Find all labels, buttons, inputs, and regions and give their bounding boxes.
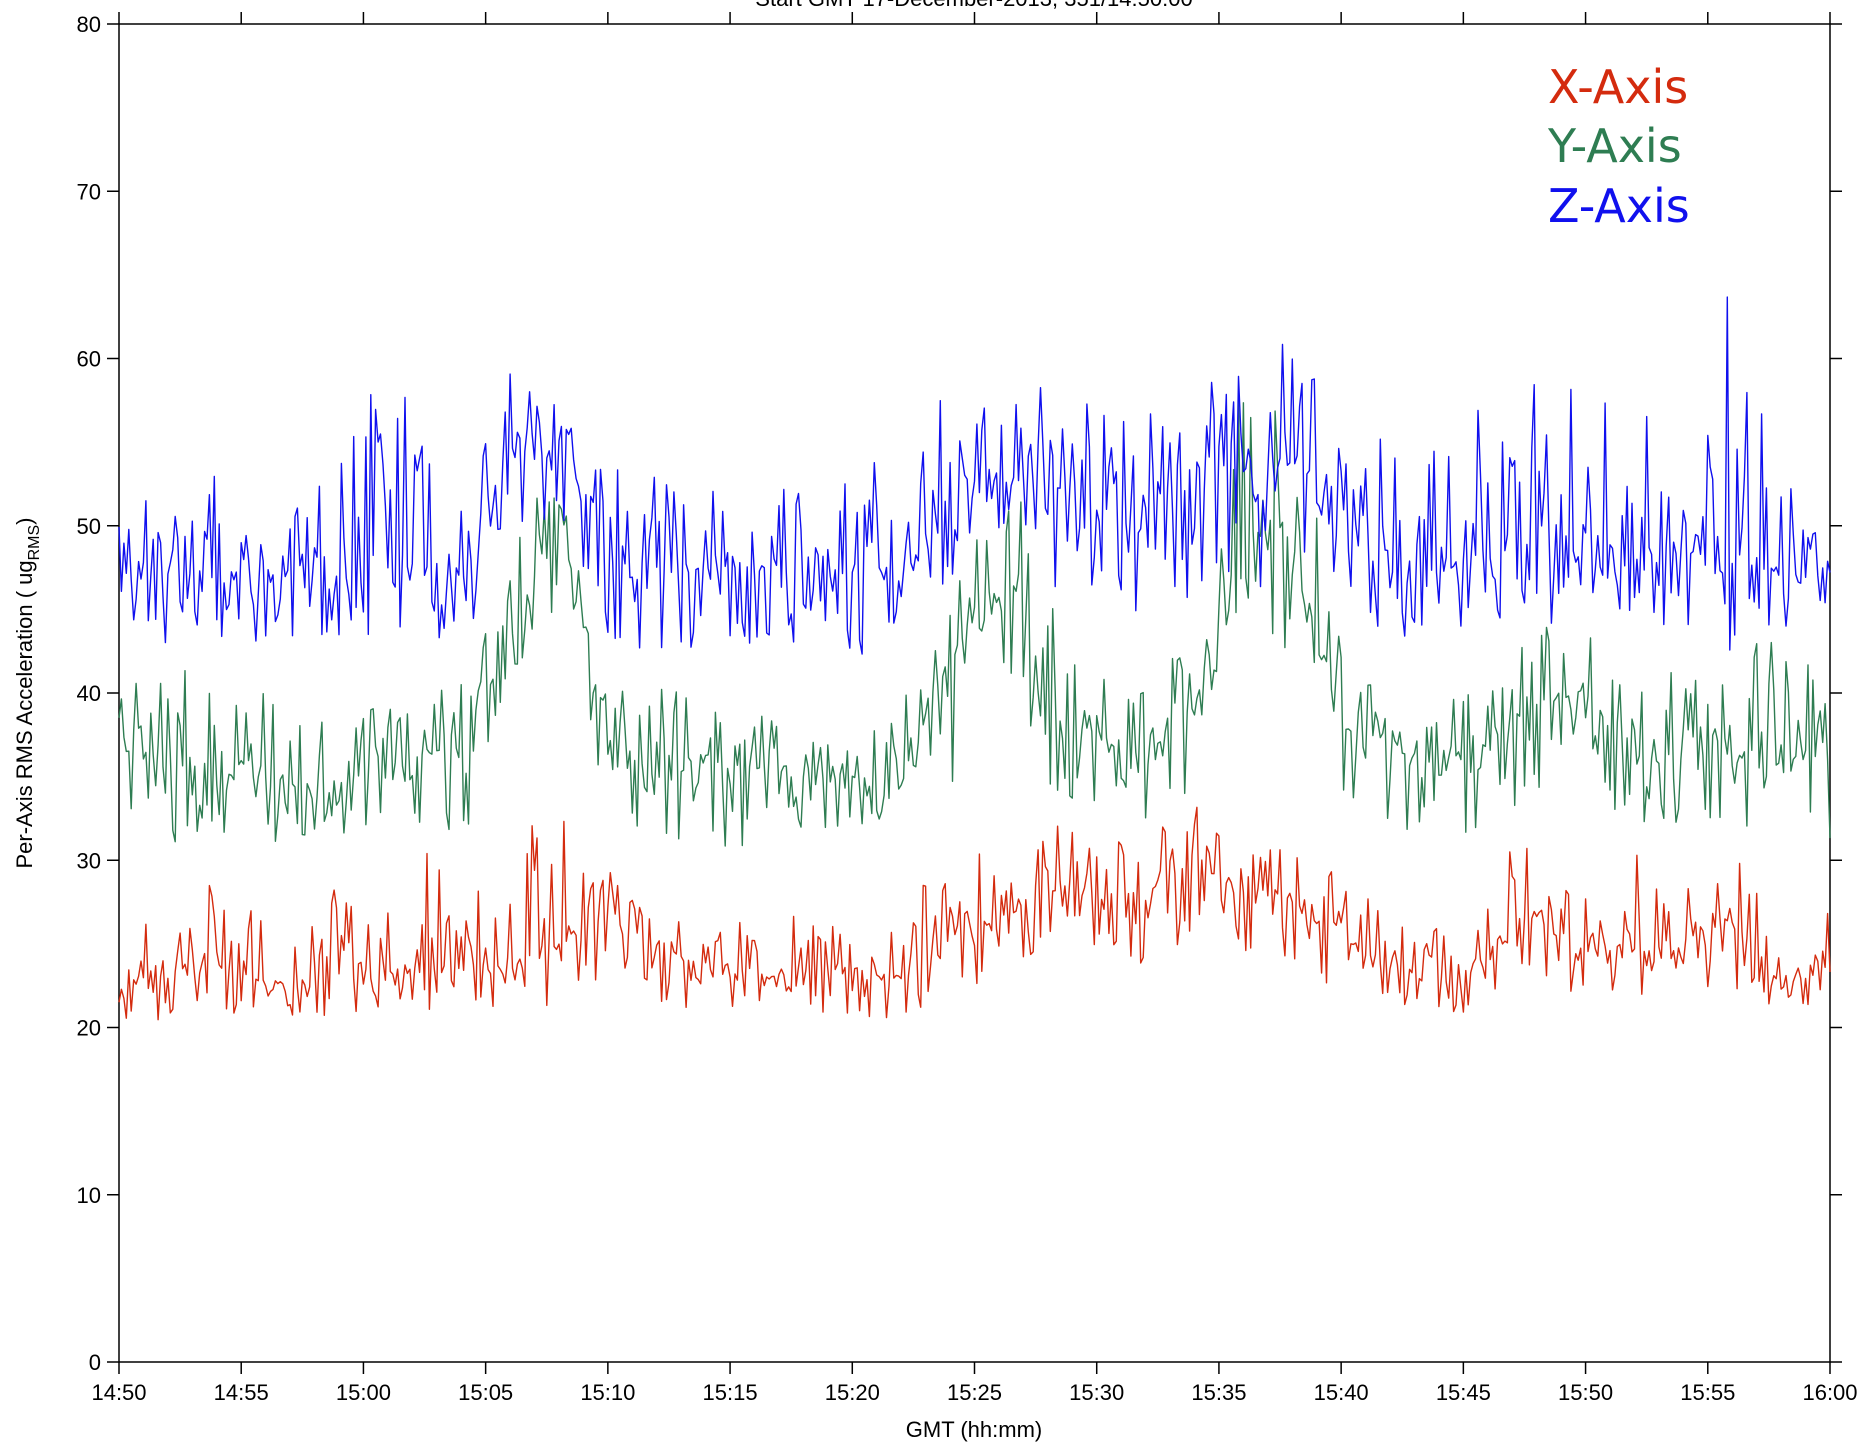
- series-line-z-axis: [118, 296, 1831, 655]
- y-axis-ticks: 0 10 20 30 40 50 60 70 80: [77, 12, 1842, 1375]
- x-tick-label: 15:55: [1680, 1380, 1735, 1405]
- legend-y-axis: Y-Axis: [1547, 119, 1682, 173]
- series-line-x-axis: [118, 806, 1831, 1021]
- x-tick-label: 15:35: [1191, 1380, 1246, 1405]
- x-tick-label: 15:00: [336, 1380, 391, 1405]
- chart-legend: X-Axis Y-Axis Z-Axis: [1547, 60, 1690, 233]
- y-tick-label: 50: [77, 514, 101, 539]
- y-tick-label: 0: [89, 1350, 101, 1375]
- x-tick-label: 15:40: [1314, 1380, 1369, 1405]
- y-axis-label: Per-Axis RMS Acceleration ( ugRMS): [12, 518, 43, 869]
- x-axis-label: GMT (hh:mm): [906, 1417, 1042, 1442]
- y-tick-label: 80: [77, 12, 101, 37]
- x-tick-label: 15:15: [703, 1380, 758, 1405]
- x-tick-label: 15:10: [580, 1380, 635, 1405]
- series-line-y-axis: [118, 398, 1831, 847]
- x-tick-label: 15:30: [1069, 1380, 1124, 1405]
- x-tick-label: 15:50: [1558, 1380, 1613, 1405]
- legend-z-axis: Z-Axis: [1548, 179, 1690, 233]
- y-tick-label: 20: [77, 1016, 101, 1041]
- x-tick-label: 15:20: [825, 1380, 880, 1405]
- x-axis-ticks: 14:50 14:55 15:00 15:05 15:10 15:15 15:20 15:25…: [91, 12, 1858, 1405]
- legend-x-axis: X-Axis: [1548, 60, 1688, 114]
- x-tick-label: 15:25: [947, 1380, 1002, 1405]
- y-tick-label: 60: [77, 347, 101, 372]
- chart-title: Start GMT 17-December-2013, 351/14:50:00: [755, 0, 1192, 11]
- y-tick-label: 30: [77, 848, 101, 873]
- series-lines: [118, 296, 1831, 1021]
- y-tick-label: 70: [77, 179, 101, 204]
- y-axis-label-subscript: RMS: [26, 525, 43, 561]
- x-tick-label: 15:05: [458, 1380, 513, 1405]
- x-tick-label: 16:00: [1802, 1380, 1857, 1405]
- y-tick-label: 40: [77, 681, 101, 706]
- y-axis-label-close: ): [12, 518, 37, 525]
- x-tick-label: 14:55: [214, 1380, 269, 1405]
- x-tick-label: 15:45: [1436, 1380, 1491, 1405]
- y-axis-label-main: Per-Axis RMS Acceleration ( ug: [12, 560, 37, 868]
- x-tick-label: 14:50: [91, 1380, 146, 1405]
- y-tick-label: 10: [77, 1183, 101, 1208]
